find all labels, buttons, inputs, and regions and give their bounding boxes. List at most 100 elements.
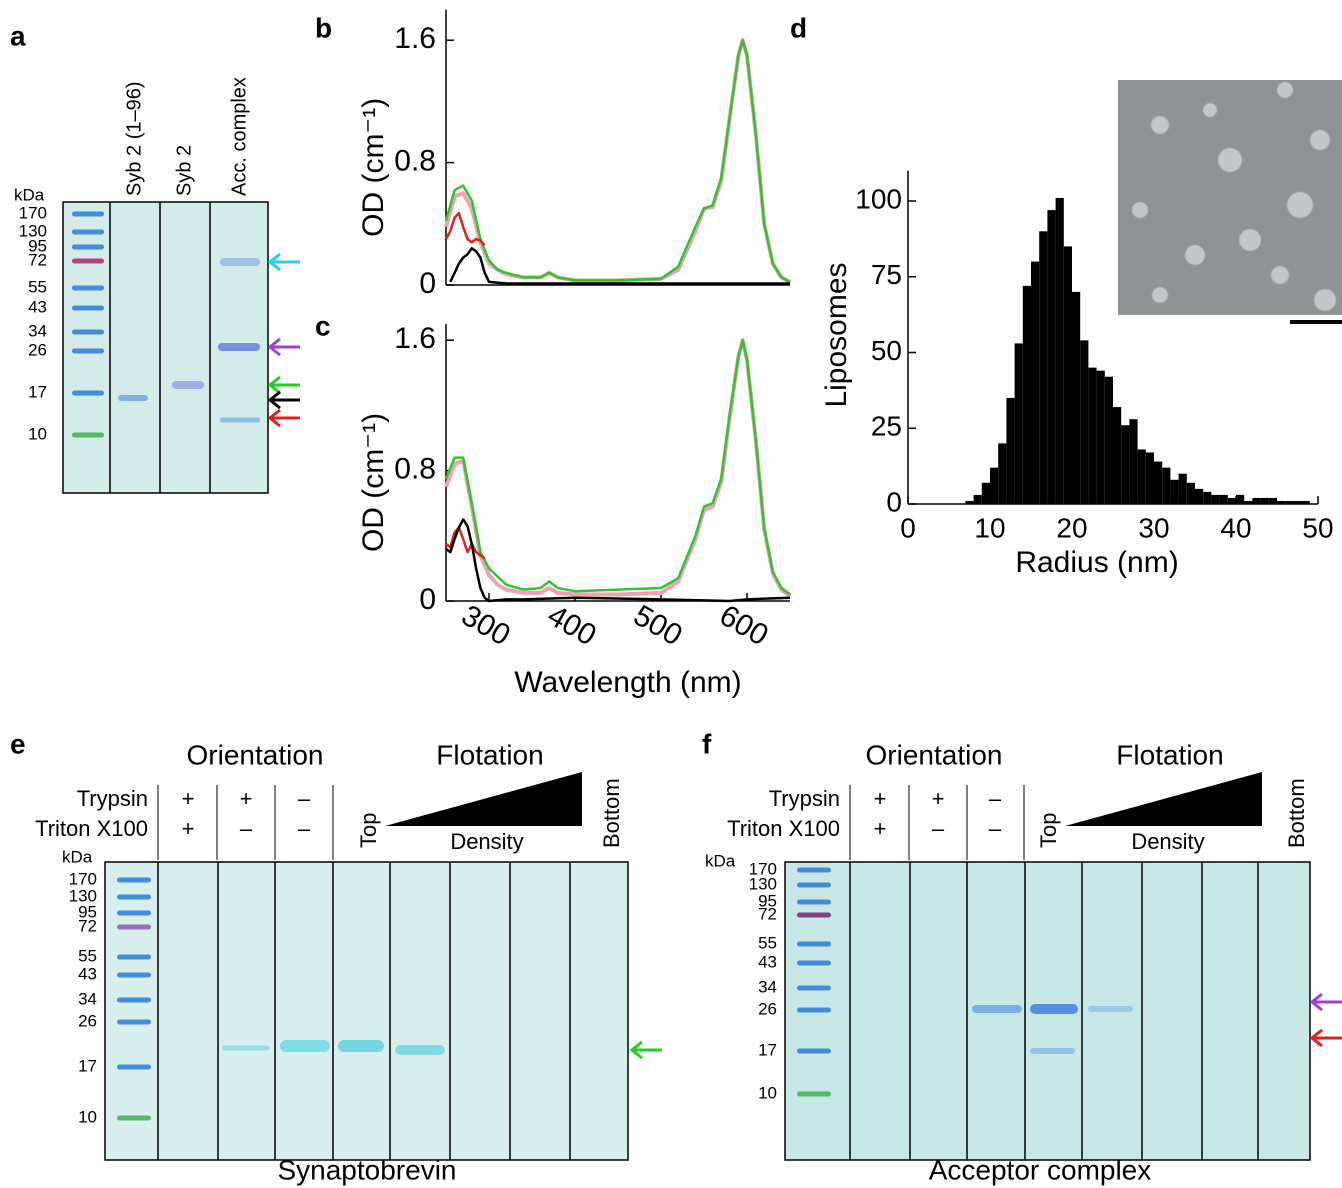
gel-band — [797, 1048, 831, 1054]
spectrum-line — [449, 247, 790, 285]
marker-label: 26 — [758, 999, 777, 1018]
gel-band — [797, 867, 831, 873]
header: Orientation — [866, 739, 1003, 770]
spectrum-line — [444, 338, 791, 596]
histogram-bar — [1186, 482, 1195, 504]
sign: – — [298, 816, 311, 841]
gel-band — [338, 1040, 384, 1052]
histogram-bar — [1055, 197, 1064, 504]
sign: + — [240, 786, 253, 811]
marker-label: 26 — [28, 340, 47, 359]
histogram-bar — [1080, 340, 1089, 504]
sign: + — [182, 786, 195, 811]
histogram-bar — [1252, 497, 1261, 504]
gel-band — [117, 877, 151, 883]
histogram-bar — [1104, 376, 1113, 504]
sign: – — [932, 816, 945, 841]
x-tick-label: 10 — [974, 512, 1005, 543]
top-label: Top — [1036, 813, 1061, 848]
gel-band — [797, 912, 831, 918]
marker-label: 17 — [78, 1056, 97, 1075]
histogram-bar — [1244, 500, 1253, 504]
histogram-bar — [1293, 500, 1302, 504]
gel-band — [117, 1115, 151, 1121]
row-label: Triton X100 — [727, 816, 840, 841]
histogram-bar — [1063, 246, 1072, 504]
spectrum-line — [445, 526, 486, 560]
gel-band — [797, 985, 831, 991]
marker-label: 170 — [69, 869, 97, 888]
y-axis-label: Liposomes — [820, 262, 853, 407]
gel-band — [72, 305, 104, 311]
marker-label: 72 — [78, 916, 97, 935]
histogram-bar — [1178, 473, 1187, 504]
marker-label: 34 — [28, 321, 47, 340]
marker-label: 170 — [19, 203, 47, 222]
lane-label: Acc. complex — [228, 77, 250, 196]
histogram-bar — [1022, 285, 1031, 504]
histogram-bar — [1096, 370, 1105, 504]
density-label: Density — [450, 829, 523, 854]
density-wedge — [385, 772, 582, 826]
y-tick-label: 75 — [871, 259, 902, 290]
histogram-bar — [1047, 210, 1056, 504]
gel-band — [117, 1064, 151, 1070]
top-label: Top — [356, 813, 381, 848]
gel-band — [797, 1091, 831, 1097]
y-tick-label: 100 — [855, 183, 902, 214]
panel-label: b — [315, 12, 332, 43]
gel-band — [1030, 1004, 1078, 1014]
gel-band — [72, 258, 104, 264]
gel-band — [118, 395, 148, 401]
sign: + — [874, 786, 887, 811]
spectrum-line — [444, 211, 486, 247]
marker-label: 55 — [28, 277, 47, 296]
x-axis-label: Radius (nm) — [1015, 546, 1178, 579]
row-label: Trypsin — [769, 786, 840, 811]
arrow-head — [267, 337, 281, 357]
y-tick-label: 0.8 — [394, 453, 436, 486]
gel-band — [220, 258, 260, 266]
arrow-head — [629, 1040, 643, 1060]
spectrum-line — [444, 38, 791, 284]
histogram-bar — [1088, 367, 1097, 504]
panel-label: f — [702, 728, 712, 759]
histogram-bar — [1121, 425, 1130, 504]
gel-band — [117, 954, 151, 960]
histogram-bar — [1268, 497, 1277, 504]
marker-label: 34 — [758, 977, 777, 996]
marker-label: 95 — [78, 902, 97, 921]
marker-label: 26 — [78, 1011, 97, 1030]
gel-band — [395, 1045, 445, 1055]
caption: Synaptobrevin — [277, 1154, 456, 1185]
spectrum-line — [445, 518, 791, 603]
y-tick-label: 1.6 — [394, 322, 436, 355]
bottom-label: Bottom — [599, 778, 624, 848]
x-tick-label: 40 — [1220, 512, 1251, 543]
histogram-bar — [1129, 419, 1138, 504]
marker-label: 72 — [28, 250, 47, 269]
y-tick-label: 0 — [419, 267, 436, 300]
histogram-bar — [1145, 452, 1154, 504]
histogram-bar — [1113, 407, 1122, 504]
y-tick-label: 0 — [886, 486, 902, 517]
marker-label: 55 — [758, 933, 777, 952]
gel-band — [1088, 1006, 1133, 1012]
gel — [104, 861, 629, 1161]
marker-label: 95 — [28, 236, 47, 255]
marker-label: 170 — [749, 859, 777, 878]
arrow-head — [267, 390, 281, 410]
histogram-bar — [1227, 497, 1236, 504]
header: Orientation — [187, 739, 324, 770]
marker-label: 130 — [749, 874, 777, 893]
sign: + — [932, 786, 945, 811]
histogram-bar — [1006, 397, 1015, 504]
gel-band — [117, 997, 151, 1003]
marker-label: 34 — [78, 989, 97, 1008]
spectrum-line — [444, 38, 791, 284]
density-wedge — [1065, 772, 1262, 826]
density-label: Density — [1131, 829, 1204, 854]
histogram-bar — [990, 467, 999, 504]
marker-label: 10 — [758, 1083, 777, 1102]
